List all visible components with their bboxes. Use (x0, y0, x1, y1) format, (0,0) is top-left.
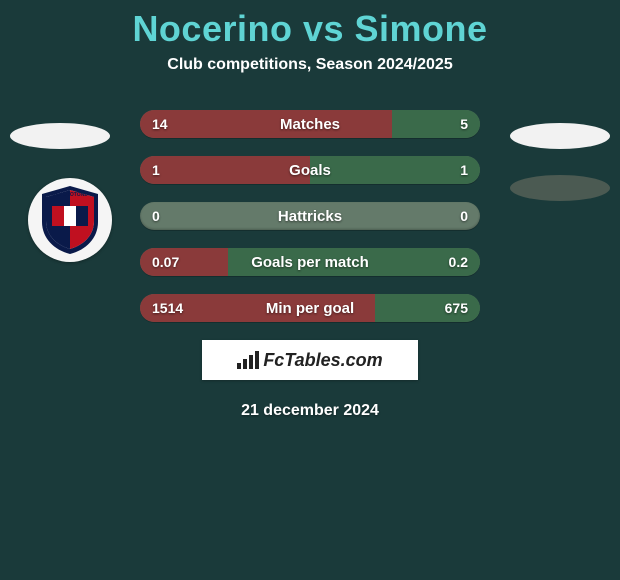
stat-fill-left (140, 110, 392, 138)
stat-left-value: 0.07 (152, 254, 179, 270)
bar-chart-icon (237, 351, 259, 369)
stat-label: Matches (280, 116, 340, 133)
stat-right-value: 5 (460, 116, 468, 132)
stat-right-value: 0.2 (449, 254, 468, 270)
stat-row: 1 Goals 1 (140, 156, 480, 184)
stat-row: 1514 Min per goal 675 (140, 294, 480, 322)
subtitle: Club competitions, Season 2024/2025 (0, 56, 620, 74)
player-right-badge (510, 123, 610, 149)
date-text: 21 december 2024 (0, 402, 620, 420)
attribution-text: FcTables.com (263, 350, 382, 371)
stat-row: 0 Hattricks 0 (140, 202, 480, 230)
stat-left-value: 1 (152, 162, 160, 178)
club-badge: F.C. CROTONE (28, 178, 112, 262)
stat-right-value: 675 (445, 300, 468, 316)
stat-left-value: 14 (152, 116, 168, 132)
stat-label: Min per goal (266, 300, 354, 317)
svg-text:F.C. CROTONE: F.C. CROTONE (52, 192, 88, 198)
stat-right-value: 1 (460, 162, 468, 178)
club-crest-icon: F.C. CROTONE (38, 184, 102, 256)
player-left-badge (10, 123, 110, 149)
stat-fill-right (310, 156, 480, 184)
stat-label: Hattricks (278, 208, 342, 225)
stat-row: 0.07 Goals per match 0.2 (140, 248, 480, 276)
stat-row: 14 Matches 5 (140, 110, 480, 138)
player-right-badge-2 (510, 175, 610, 201)
stat-right-value: 0 (460, 208, 468, 224)
attribution-badge: FcTables.com (202, 340, 418, 380)
stat-left-value: 0 (152, 208, 160, 224)
stat-label: Goals (289, 162, 331, 179)
stat-label: Goals per match (251, 254, 369, 271)
stat-fill-left (140, 156, 310, 184)
page-title: Nocerino vs Simone (0, 8, 620, 50)
stat-left-value: 1514 (152, 300, 183, 316)
